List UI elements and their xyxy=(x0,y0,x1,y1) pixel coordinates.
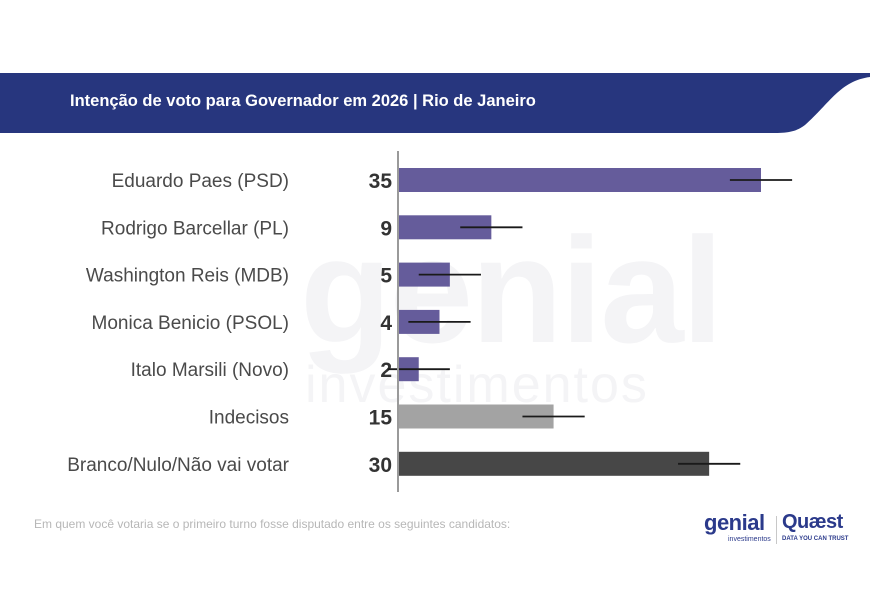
header-banner xyxy=(0,73,870,133)
category-label: Washington Reis (MDB) xyxy=(86,266,289,287)
value-label: 15 xyxy=(369,407,393,430)
category-label: Eduardo Paes (PSD) xyxy=(112,171,289,192)
watermark-line2: investimentos xyxy=(305,356,649,414)
header-shape xyxy=(0,73,870,133)
value-label: 2 xyxy=(380,359,392,382)
category-label: Branco/Nulo/Não vai votar xyxy=(67,455,289,476)
bar xyxy=(398,451,710,476)
footnote: Em quem você votaria se o primeiro turno… xyxy=(34,517,511,531)
value-label: 4 xyxy=(380,312,392,335)
chart-title: Intenção de voto para Governador em 2026… xyxy=(70,92,536,110)
value-label: 35 xyxy=(369,170,393,193)
quaest-logo-sub: DATA YOU CAN TRUST xyxy=(782,536,849,542)
logo-divider xyxy=(776,516,777,544)
quaest-logo: Quæst DATA YOU CAN TRUST xyxy=(782,511,852,546)
genial-logo-word: genial xyxy=(704,510,765,535)
category-label: Italo Marsili (Novo) xyxy=(131,360,289,381)
value-label: 30 xyxy=(369,454,392,477)
genial-logo-sub: investimentos xyxy=(728,536,771,543)
value-label: 9 xyxy=(380,217,392,240)
bar xyxy=(398,168,761,192)
category-label: Rodrigo Barcellar (PL) xyxy=(101,218,289,239)
quaest-logo-word: Quæst xyxy=(782,511,843,533)
category-label: Indecisos xyxy=(209,408,289,429)
genial-logo: genial investimentos xyxy=(704,510,774,546)
watermark-line1: genial xyxy=(300,206,723,374)
value-label: 5 xyxy=(380,265,392,288)
category-label: Monica Benicio (PSOL) xyxy=(92,313,289,334)
